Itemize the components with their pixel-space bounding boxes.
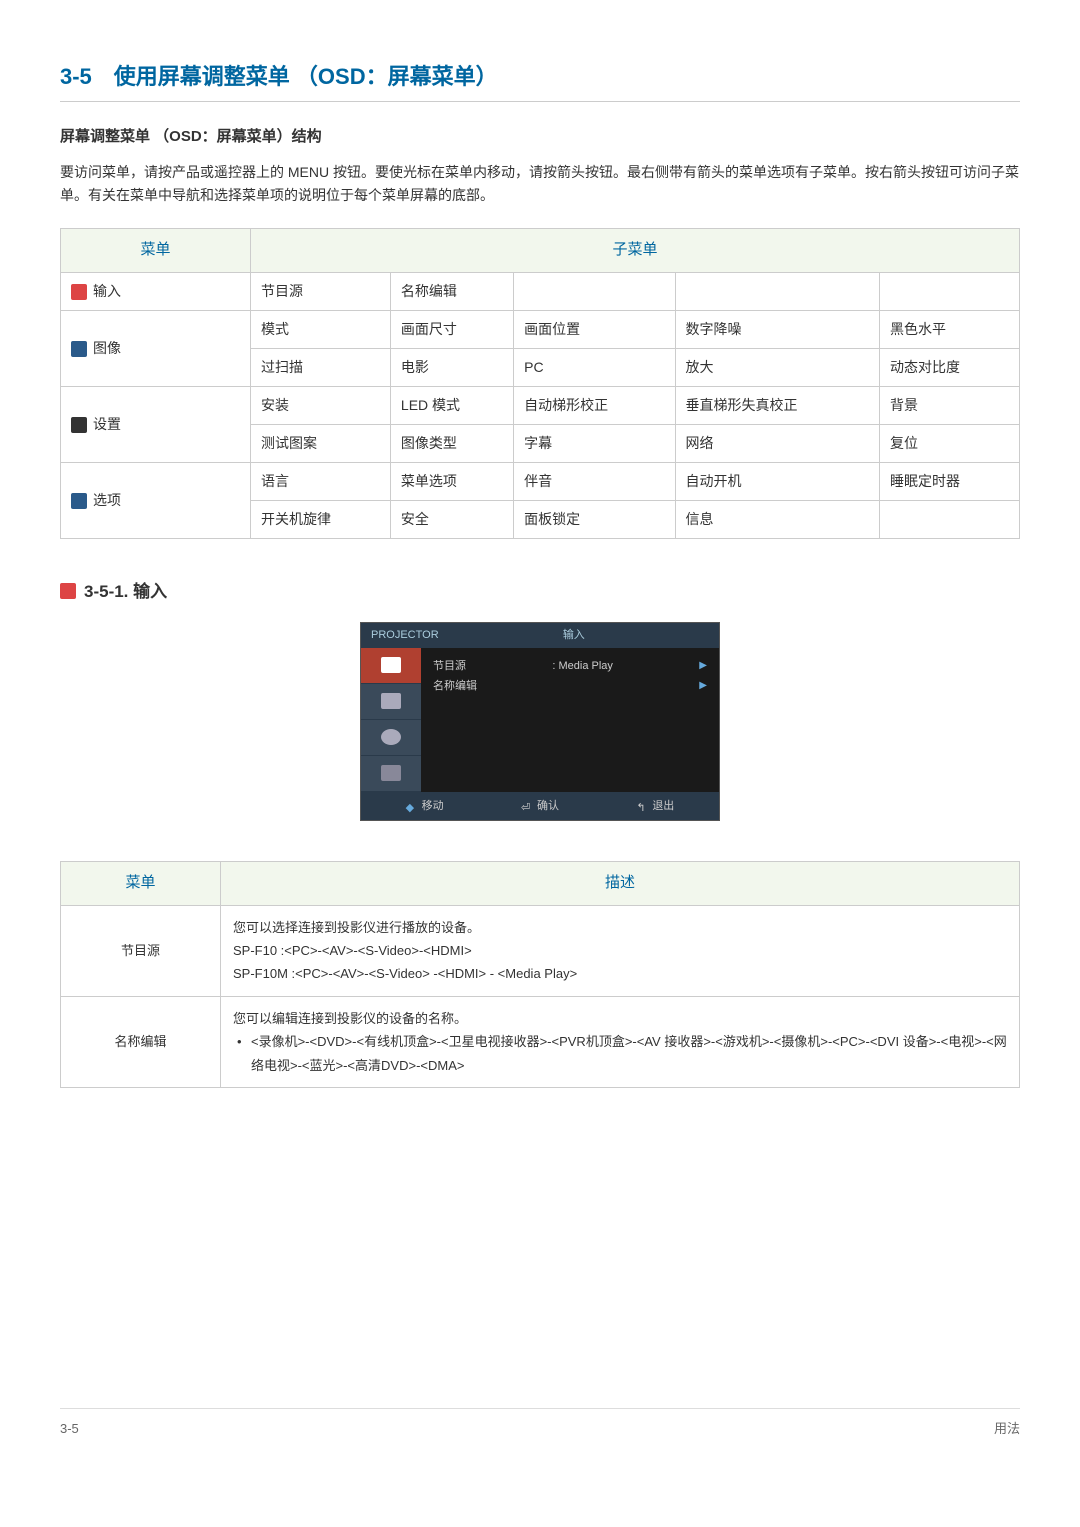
submenu-cell: 信息 bbox=[675, 500, 880, 538]
osd-foot-exit: ↰ 退出 bbox=[636, 798, 674, 815]
osd-foot-enter: ⏎ 确认 bbox=[521, 798, 559, 815]
submenu-cell bbox=[880, 500, 1020, 538]
sub-section-title: 3-5-1. 输入 bbox=[60, 579, 1020, 605]
desc-th-1: 菜单 bbox=[61, 862, 221, 906]
menu-label: 输入 bbox=[61, 272, 251, 310]
input-icon bbox=[60, 583, 76, 599]
submenu-cell: 名称编辑 bbox=[390, 272, 513, 310]
sub-section-title-text: 3-5-1. 输入 bbox=[84, 579, 167, 605]
menu-icon bbox=[71, 341, 87, 357]
osd-item-nameedit[interactable]: 名称编辑 bbox=[433, 678, 477, 695]
osd-side-option[interactable] bbox=[361, 756, 421, 792]
menu-icon bbox=[71, 284, 87, 300]
submenu-cell: 安装 bbox=[251, 386, 391, 424]
osd-side-setup[interactable] bbox=[361, 720, 421, 756]
submenu-cell: 开关机旋律 bbox=[251, 500, 391, 538]
submenu-cell: 画面位置 bbox=[514, 310, 675, 348]
osd-structure-subtitle: 屏幕调整菜单 （OSD：屏幕菜单）结构 bbox=[60, 126, 1020, 149]
desc-content: 您可以编辑连接到投影仪的设备的名称。<录像机>-<DVD>-<有线机顶盒>-<卫… bbox=[221, 996, 1020, 1087]
submenu-cell: 过扫描 bbox=[251, 348, 391, 386]
osd-side-picture[interactable] bbox=[361, 684, 421, 720]
submenu-cell: 语言 bbox=[251, 462, 391, 500]
submenu-cell bbox=[514, 272, 675, 310]
desc-content: 您可以选择连接到投影仪进行播放的设备。SP-F10 :<PC>-<AV>-<S-… bbox=[221, 905, 1020, 996]
submenu-cell: 伴音 bbox=[514, 462, 675, 500]
desc-label: 节目源 bbox=[61, 905, 221, 996]
submenu-cell: 背景 bbox=[880, 386, 1020, 424]
menu-label: 图像 bbox=[61, 310, 251, 386]
submenu-cell: 黑色水平 bbox=[880, 310, 1020, 348]
submenu-cell: 画面尺寸 bbox=[390, 310, 513, 348]
submenu-cell: 图像类型 bbox=[390, 424, 513, 462]
footer-left: 3-5 bbox=[60, 1419, 79, 1439]
osd-header-right: 输入 bbox=[563, 627, 585, 644]
submenu-cell: 自动开机 bbox=[675, 462, 880, 500]
osd-value: : Media Play bbox=[552, 658, 613, 675]
submenu-cell: 网络 bbox=[675, 424, 880, 462]
submenu-cell: 测试图案 bbox=[251, 424, 391, 462]
submenu-cell: 节目源 bbox=[251, 272, 391, 310]
submenu-cell: 垂直梯形失真校正 bbox=[675, 386, 880, 424]
page-footer: 3-5 用法 bbox=[60, 1408, 1020, 1439]
submenu-cell bbox=[675, 272, 880, 310]
osd-foot-move: ◆ 移动 bbox=[406, 798, 444, 815]
menu-th-2: 子菜单 bbox=[251, 229, 1020, 273]
submenu-cell: 数字降噪 bbox=[675, 310, 880, 348]
osd-header-left: PROJECTOR bbox=[371, 627, 439, 644]
menu-icon bbox=[71, 417, 87, 433]
osd-sidebar bbox=[361, 648, 421, 792]
menu-label: 选项 bbox=[61, 462, 251, 538]
submenu-cell: 睡眠定时器 bbox=[880, 462, 1020, 500]
submenu-cell bbox=[880, 272, 1020, 310]
submenu-cell: 菜单选项 bbox=[390, 462, 513, 500]
submenu-cell: 自动梯形校正 bbox=[514, 386, 675, 424]
osd-footer: ◆ 移动 ⏎ 确认 ↰ 退出 bbox=[361, 792, 719, 821]
footer-right: 用法 bbox=[994, 1419, 1020, 1439]
desc-label: 名称编辑 bbox=[61, 996, 221, 1087]
submenu-cell: 复位 bbox=[880, 424, 1020, 462]
submenu-cell: PC bbox=[514, 348, 675, 386]
description-table: 菜单 描述 节目源您可以选择连接到投影仪进行播放的设备。SP-F10 :<PC>… bbox=[60, 861, 1020, 1088]
arrow-icon: ▶ bbox=[699, 658, 707, 675]
menu-structure-table: 菜单 子菜单 输入节目源名称编辑图像模式画面尺寸画面位置数字降噪黑色水平过扫描电… bbox=[60, 228, 1020, 539]
menu-th-1: 菜单 bbox=[61, 229, 251, 273]
submenu-cell: 安全 bbox=[390, 500, 513, 538]
submenu-cell: LED 模式 bbox=[390, 386, 513, 424]
page-title: 3-5 使用屏幕调整菜单 （OSD：屏幕菜单） bbox=[60, 60, 1020, 102]
submenu-cell: 动态对比度 bbox=[880, 348, 1020, 386]
osd-screenshot: PROJECTOR 输入 节目源 : Media Play ▶ 名称编辑 bbox=[360, 622, 720, 821]
submenu-cell: 字幕 bbox=[514, 424, 675, 462]
osd-side-input[interactable] bbox=[361, 648, 421, 684]
desc-th-2: 描述 bbox=[221, 862, 1020, 906]
submenu-cell: 电影 bbox=[390, 348, 513, 386]
intro-paragraph: 要访问菜单，请按产品或遥控器上的 MENU 按钮。要使光标在菜单内移动，请按箭头… bbox=[60, 161, 1020, 209]
arrow-icon: ▶ bbox=[699, 678, 707, 695]
submenu-cell: 面板锁定 bbox=[514, 500, 675, 538]
menu-icon bbox=[71, 493, 87, 509]
submenu-cell: 模式 bbox=[251, 310, 391, 348]
osd-item-source[interactable]: 节目源 bbox=[433, 658, 466, 675]
submenu-cell: 放大 bbox=[675, 348, 880, 386]
menu-label: 设置 bbox=[61, 386, 251, 462]
